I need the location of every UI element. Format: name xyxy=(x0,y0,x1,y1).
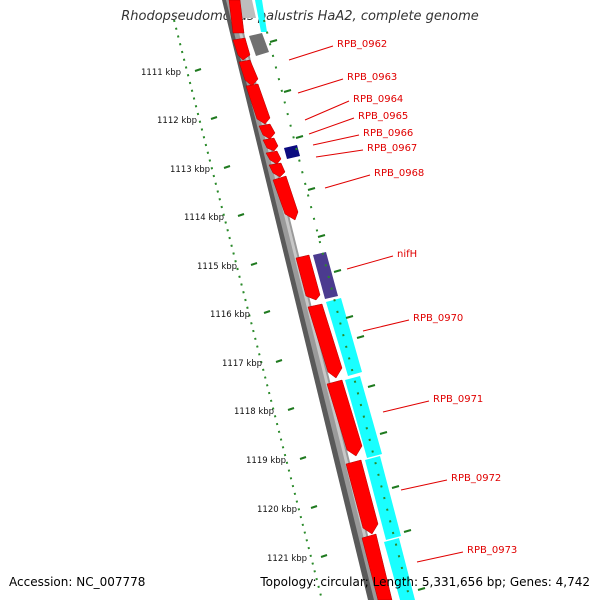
kbp-1111-label: 1111 kbp xyxy=(141,68,181,78)
kbp-1121-label: 1121 kbp xyxy=(267,554,307,564)
gene-arrow xyxy=(228,0,245,34)
kbp-1112-label: 1112 kbp xyxy=(157,116,197,126)
kbp-1113-tick xyxy=(223,165,231,169)
inner-tick xyxy=(417,587,426,591)
gene-arrow xyxy=(361,533,393,600)
gene-rpb-0968-leader xyxy=(324,174,371,189)
kbp-1112-tick xyxy=(210,116,218,120)
gene-rpb-0962-leader xyxy=(288,45,334,61)
gene-arrow xyxy=(265,150,282,165)
backbone-highlight xyxy=(231,0,382,600)
gene-rpb-0972-label[interactable]: RPB_0972 xyxy=(451,473,501,484)
gene-arrow xyxy=(272,175,299,221)
gene-rpb-0967-leader xyxy=(315,149,364,158)
kbp-1116-label: 1116 kbp xyxy=(210,310,250,320)
inner-tick xyxy=(307,187,316,191)
inner-tick xyxy=(391,485,400,489)
gene-rpb-0970-leader xyxy=(362,319,410,332)
gene-rpb-0971-label[interactable]: RPB_0971 xyxy=(433,394,483,405)
inner-tick xyxy=(379,431,388,435)
kbp-1113-label: 1113 kbp xyxy=(170,165,210,175)
genome-backbone xyxy=(222,0,384,600)
kbp-1119-tick xyxy=(299,456,307,460)
kbp-1115-label: 1115 kbp xyxy=(197,262,237,272)
gene-arrow xyxy=(295,254,321,301)
kbp-1120-label: 1120 kbp xyxy=(257,505,297,515)
gene-arrow xyxy=(345,459,379,535)
kbp-1114-label: 1114 kbp xyxy=(184,213,224,223)
gene-arrow xyxy=(326,379,363,457)
gene-arrow xyxy=(262,137,279,152)
kbp-1116-tick xyxy=(263,310,271,314)
inner-tick xyxy=(356,335,365,339)
gene-cyan-block xyxy=(326,298,362,376)
gene-rpb-0973-label[interactable]: RPB_0973 xyxy=(467,545,517,556)
gene-rpb-0970-label[interactable]: RPB_0970 xyxy=(413,313,463,324)
inner-tick xyxy=(283,89,292,93)
gene-rpb-0965-label[interactable]: RPB_0965 xyxy=(358,111,408,122)
gene-arrow xyxy=(268,162,286,178)
gene-nifh-leader xyxy=(346,255,394,270)
kbp-tick-marks xyxy=(194,39,426,591)
gene-rpb-0966-label[interactable]: RPB_0966 xyxy=(363,128,413,139)
inner-tick xyxy=(295,135,304,139)
kbp-1118-tick xyxy=(287,407,295,411)
kbp-1117-label: 1117 kbp xyxy=(222,359,262,369)
forward-genes xyxy=(228,0,393,600)
gene-rpb-0971-leader xyxy=(382,400,430,413)
inner-tick xyxy=(367,384,376,388)
kbp-1115-tick xyxy=(250,262,258,266)
kbp-1119-label: 1119 kbp xyxy=(246,456,286,466)
gene-rpb-0972-leader xyxy=(400,479,448,491)
kbp-1111-tick xyxy=(194,68,202,72)
topology-text: Topology: circular; Length: 5,331,656 bp… xyxy=(260,575,590,589)
kbp-1117-tick xyxy=(275,359,283,363)
inner-tick xyxy=(345,315,354,319)
gene-rpb-0968-label[interactable]: RPB_0968 xyxy=(374,168,424,179)
gene-rpb-0965-leader xyxy=(308,117,355,135)
gene-rpb-0966-leader xyxy=(312,134,360,146)
kbp-labels: 1111 kbp 1112 kbp 1113 kbp 1114 kbp 1115 kbp… xyxy=(141,68,307,564)
inner-tick xyxy=(403,529,412,533)
gene-top-gray xyxy=(238,0,256,18)
kbp-1118-label: 1118 kbp xyxy=(234,407,274,417)
inner-tick xyxy=(333,269,342,273)
gene-gray-block xyxy=(249,33,269,56)
gene-nifh-label[interactable]: nifH xyxy=(397,249,417,260)
inner-tick xyxy=(317,234,326,238)
gene-rpb-0964-label[interactable]: RPB_0964 xyxy=(353,94,403,105)
accession-text: Accession: NC_007778 xyxy=(9,575,146,589)
gene-arrow xyxy=(258,123,276,140)
gene-top-cyan xyxy=(255,0,267,32)
inner-tick xyxy=(269,39,278,43)
gene-rpb-0964-leader xyxy=(304,100,350,121)
gene-arrow xyxy=(245,83,271,125)
kbp-1120-tick xyxy=(310,505,318,509)
gene-labels: RPB_0962 RPB_0963 RPB_0964 RPB_0965 RPB_0966… xyxy=(288,39,517,563)
gene-rpb-0962-label[interactable]: RPB_0962 xyxy=(337,39,387,50)
gene-rpb-0963-label[interactable]: RPB_0963 xyxy=(347,72,397,83)
gene-rpb-0967-label[interactable]: RPB_0967 xyxy=(367,143,417,154)
gene-arrow xyxy=(232,37,251,61)
gene-cyan-block xyxy=(365,456,401,540)
gene-purple-block xyxy=(313,252,338,299)
gene-arrow xyxy=(238,59,259,87)
gene-rpb-0973-leader xyxy=(416,551,464,563)
gene-navy-block xyxy=(284,145,300,159)
gene-rpb-0963-leader xyxy=(297,78,344,94)
gene-cyan-block xyxy=(384,538,415,600)
gene-arrow xyxy=(307,303,343,379)
kbp-1121-tick xyxy=(320,554,328,558)
kbp-1114-tick xyxy=(237,213,245,217)
map-title: Rhodopseudomonas palustris HaA2, complet… xyxy=(121,9,479,24)
